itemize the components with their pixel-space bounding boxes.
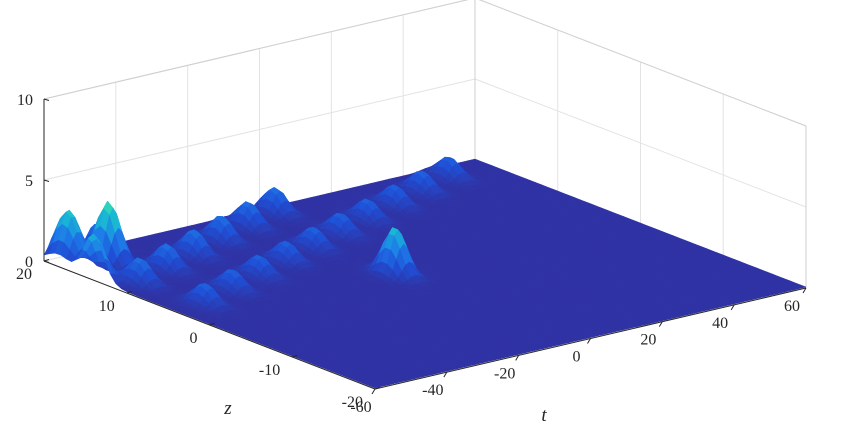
box-edge <box>43 0 469 100</box>
gridline <box>474 78 807 208</box>
box-edge <box>478 0 807 127</box>
surface-mesh <box>43 156 807 389</box>
gridline <box>43 78 476 181</box>
